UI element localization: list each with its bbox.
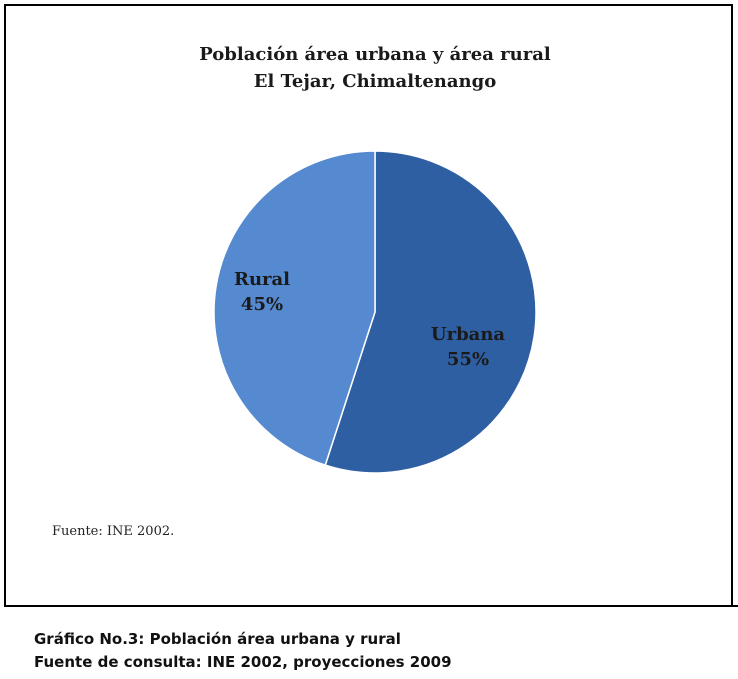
chart-subtitle: El Tejar, Chimaltenango bbox=[254, 71, 496, 92]
slice-label-urbana: Urbana bbox=[431, 324, 506, 345]
slice-label-rural: Rural bbox=[234, 269, 290, 290]
figure-caption-title: Gráfico No.3: Población área urbana y ru… bbox=[34, 630, 401, 648]
pie-labels: Urbana 55% Rural 45% bbox=[234, 269, 505, 370]
pie-slices bbox=[213, 150, 537, 474]
pie-slice-urbana bbox=[324, 150, 537, 474]
chart-title: Población área urbana y área rural bbox=[199, 44, 551, 65]
chart-source-note: Fuente: INE 2002. bbox=[52, 524, 175, 539]
figure-frame bbox=[4, 4, 733, 606]
pie-chart: Población área urbana y área rural El Te… bbox=[199, 44, 551, 474]
figure-caption-source: Fuente de consulta: INE 2002, proyeccion… bbox=[34, 653, 452, 671]
pie-slice-rural bbox=[213, 150, 376, 467]
caption-divider bbox=[4, 605, 738, 607]
slice-value-rural: 45% bbox=[241, 294, 283, 315]
slice-value-urbana: 55% bbox=[447, 349, 489, 370]
